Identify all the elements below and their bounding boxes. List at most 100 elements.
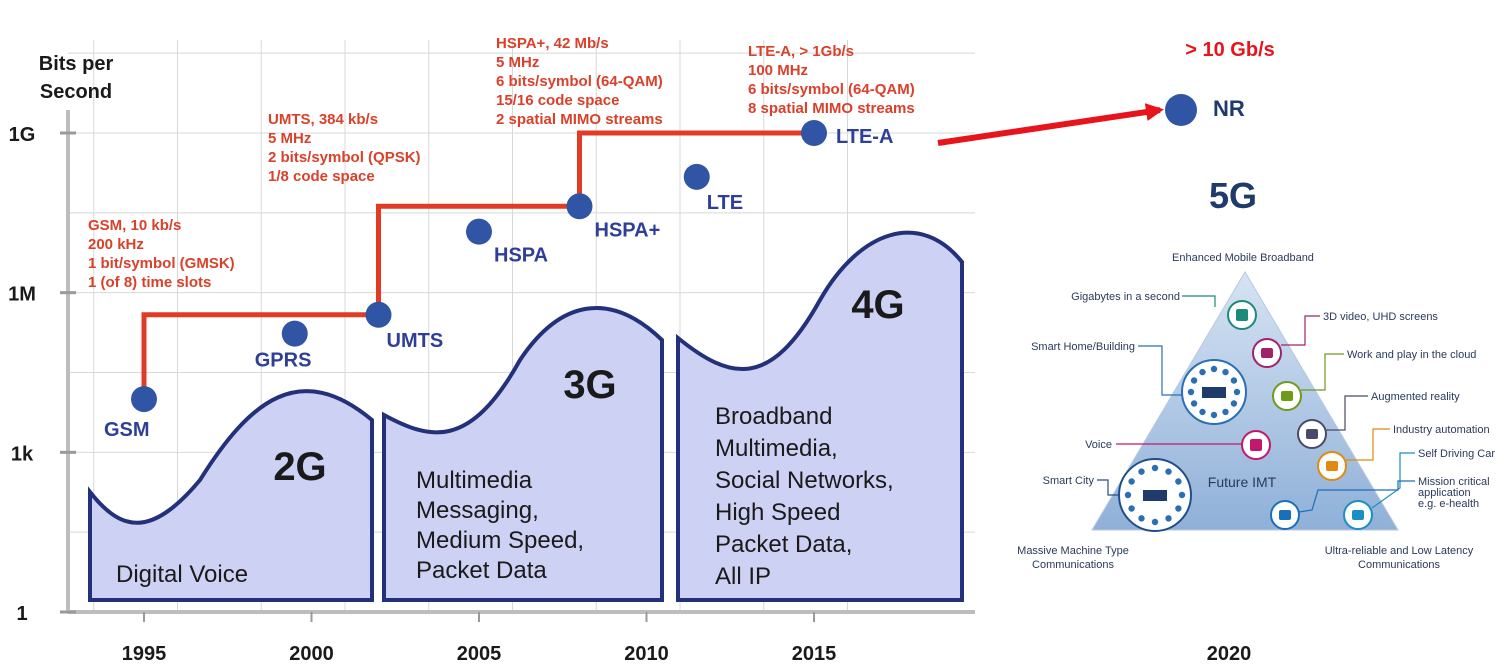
- ar-icon: [1306, 429, 1318, 439]
- y-axis-title-line-1: Bits per: [39, 53, 114, 75]
- nr-point: [1165, 94, 1197, 126]
- imt-left-item-label: Gigabytes in a second: [1071, 291, 1180, 303]
- imt-device-dot: [1151, 464, 1159, 472]
- imt-device-dot: [1190, 377, 1198, 384]
- imt-right-item-label: Mission critical: [1418, 476, 1490, 488]
- data-point-label: LTE: [707, 192, 743, 214]
- spec-annotation-line: HSPA+, 42 Mb/s: [496, 35, 609, 52]
- imt-left-item-label: Smart City: [1043, 475, 1095, 487]
- generation-description-line: Digital Voice: [116, 561, 248, 588]
- spec-annotation-lte-a: LTE-A, > 1Gb/s 100 MHz 6 bits/symbol (64-Q…: [748, 43, 915, 117]
- imt-right-item: Self Driving Car: [1343, 448, 1495, 530]
- imt-connector: [1326, 395, 1368, 431]
- data-point-label: GPRS: [255, 350, 312, 372]
- generation-label: 2G: [273, 445, 326, 489]
- imt-connector: [1371, 452, 1415, 509]
- x-tick-label: 2010: [624, 643, 669, 665]
- imt-device-dot: [1165, 515, 1172, 522]
- spec-annotation-line: 2 spatial MIMO streams: [496, 111, 663, 128]
- spec-annotation-line: 5 MHz: [496, 54, 539, 71]
- x-tick-label: 2015: [792, 643, 837, 665]
- data-points: GSM GPRS UMTS HSPA HSPA+ LTE LTE-A: [104, 120, 893, 441]
- imt-left-item-label: Voice: [1085, 439, 1112, 451]
- data-point-lte: LTE: [683, 163, 743, 214]
- spec-annotation-line: GSM, 10 kb/s: [88, 217, 181, 234]
- imt-device-dot: [1187, 388, 1195, 396]
- imt-title: Enhanced Mobile Broadband: [1172, 252, 1314, 264]
- y-tick-label: 1G: [9, 124, 36, 146]
- generation-5g-label: 5G: [1209, 175, 1257, 216]
- imt-left-item-label: Smart Home/Building: [1031, 341, 1135, 353]
- x-tick-label: 2005: [457, 643, 502, 665]
- generation-label: 4G: [851, 283, 904, 327]
- imt-connector: [1138, 345, 1182, 396]
- y-tick-label: 1k: [11, 443, 34, 465]
- imt-device-dot: [1138, 468, 1145, 475]
- imt-connector: [1281, 315, 1320, 346]
- spec-annotation-line: UMTS, 384 kb/s: [268, 111, 378, 128]
- imt-device-dot: [1128, 505, 1135, 512]
- imt-connector: [1182, 295, 1216, 307]
- imt-right-item-label: Work and play in the cloud: [1347, 349, 1476, 361]
- spec-annotation-line: LTE-A, > 1Gb/s: [748, 43, 854, 60]
- spec-annotation-line: 200 kHz: [88, 236, 144, 253]
- imt-device-dot: [1128, 478, 1135, 485]
- generation-band-shape: [676, 230, 964, 602]
- building-icon: [1202, 387, 1226, 398]
- imt-right-item-label: Industry automation: [1393, 424, 1490, 436]
- spec-annotation-line: 5 MHz: [268, 130, 311, 147]
- generation-band-4G: 4G Broadband Multimedia, Social Networks, Hi…: [676, 230, 964, 602]
- spec-annotation-line: 1 bit/symbol (GMSK): [88, 255, 235, 272]
- future-5g: > 10 Gb/s NR 5G 2020: [937, 39, 1275, 665]
- imt-right-items: 3D video, UHD screens Work and play in th…: [1252, 311, 1495, 530]
- generation-band-shape: [88, 389, 374, 602]
- imt-left-item: Gigabytes in a second: [1071, 291, 1257, 330]
- imt-left-item: Voice: [1085, 430, 1271, 460]
- imt-item-icon: [1250, 439, 1262, 451]
- year-2020-label: 2020: [1207, 643, 1252, 665]
- imt-device-dot: [1222, 368, 1229, 376]
- generation-description-line: Multimedia,: [715, 435, 838, 462]
- imt-connector: [1346, 428, 1390, 461]
- data-point-label: GSM: [104, 419, 150, 441]
- generation-description-line: Messaging,: [416, 497, 539, 524]
- spec-annotation-umts: UMTS, 384 kb/s 5 MHz 2 bits/symbol (QPSK) 1…: [268, 111, 421, 185]
- imt-connector: [1298, 480, 1415, 513]
- imt-device-dot: [1199, 408, 1206, 416]
- spec-annotations: GSM, 10 kb/s 200 kHz 1 bit/symbol (GMSK) 1 …: [88, 35, 915, 291]
- imt-device-dot: [1210, 365, 1218, 373]
- spec-annotation-line: 1 (of 8) time slots: [88, 274, 211, 291]
- generation-description-line: All IP: [715, 563, 771, 590]
- gamepad-icon: [1281, 391, 1293, 401]
- imt-2020-diagram: Enhanced Mobile Broadband Future IMT Mas…: [1017, 252, 1495, 571]
- generation-description-line: Social Networks,: [715, 467, 894, 494]
- generation-description-line: Multimedia: [416, 467, 533, 494]
- data-point-hspa: HSPA: [466, 218, 548, 267]
- imt-left-item: Smart Home/Building: [1031, 341, 1247, 425]
- imt-device-dot: [1222, 408, 1229, 416]
- car-icon: [1352, 510, 1364, 520]
- imt-left-item: Smart City: [1043, 458, 1192, 532]
- imt-device-dot: [1151, 518, 1159, 526]
- imt-connector: [1097, 479, 1119, 496]
- data-point-marker: [281, 320, 308, 347]
- imt-device-dot: [1230, 400, 1238, 407]
- evolution-path: [141, 128, 816, 400]
- x-tick-label: 2000: [289, 643, 334, 665]
- imt-device-dot: [1138, 515, 1145, 522]
- gears-icon: [1326, 461, 1338, 471]
- spec-annotation-hspa-plus: HSPA+, 42 Mb/s 5 MHz 6 bits/symbol (64-QAM…: [496, 35, 663, 128]
- data-point-label: HSPA: [494, 245, 548, 267]
- imt-device-dot: [1210, 411, 1218, 419]
- imt-connector: [1301, 353, 1344, 391]
- data-point-marker: [566, 193, 593, 220]
- axes: 1G 1M 1k 1 1995 2000 2005 2010 2015: [8, 110, 975, 665]
- imt-right-item-label: e.g. e-health: [1418, 498, 1479, 510]
- data-point-lte-a: LTE-A: [801, 120, 893, 148]
- imt-device-dot: [1199, 368, 1206, 376]
- imt-bottom-right-line-1: Ultra-reliable and Low Latency: [1325, 545, 1474, 557]
- imt-right-item: Work and play in the cloud: [1272, 349, 1476, 411]
- data-point-umts: UMTS: [365, 301, 443, 352]
- spec-annotation-line: 6 bits/symbol (64-QAM): [748, 81, 915, 98]
